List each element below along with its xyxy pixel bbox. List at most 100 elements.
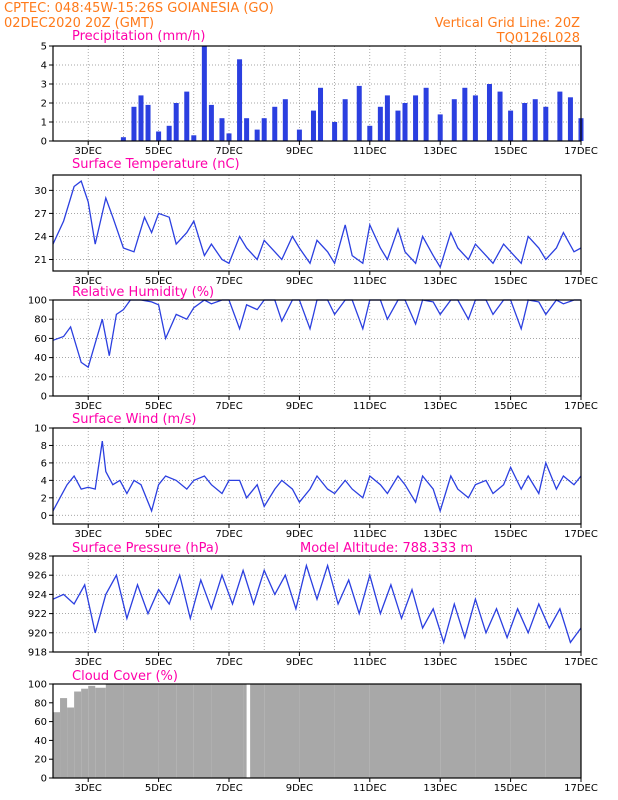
x-tick-label: 13DEC: [423, 276, 457, 287]
y-tick-label: 2: [41, 493, 47, 504]
x-tick-label: 15DEC: [494, 783, 528, 794]
header-location: CPTEC: 048:45W-15:26S GOIANESIA (GO): [4, 1, 274, 16]
x-tick-label: 9DEC: [286, 783, 313, 794]
precip-bar: [226, 133, 232, 141]
x-tick-label: 5DEC: [145, 401, 172, 412]
x-tick-label: 3DEC: [75, 783, 102, 794]
panel-title: Precipitation (mm/h): [72, 29, 205, 44]
x-tick-label: 11DEC: [353, 401, 387, 412]
y-tick-label: 922: [28, 609, 47, 620]
precip-bar: [156, 131, 162, 141]
precip-bar: [244, 118, 250, 141]
precip-bar: [318, 87, 324, 141]
precip-bar: [332, 122, 338, 141]
y-tick-label: 918: [28, 648, 47, 659]
precip-bar: [486, 84, 492, 141]
y-tick-label: 20: [34, 372, 47, 383]
precip-bar: [508, 110, 514, 141]
x-tick-label: 9DEC: [286, 146, 313, 157]
cloud-cover-bar: [243, 684, 247, 778]
precip-bar: [462, 87, 468, 141]
y-tick-label: 27: [34, 209, 47, 220]
x-tick-label: 17DEC: [564, 276, 598, 287]
precip-bar: [184, 91, 190, 141]
x-tick-label: 5DEC: [145, 657, 172, 668]
cloud-cover-bar: [264, 684, 300, 778]
cloud-cover-bar: [123, 684, 141, 778]
header-code: TQ0126L028: [496, 31, 580, 46]
x-tick-label: 15DEC: [494, 529, 528, 540]
panel-1: Surface Temperature (nC) 21 24 27 30 3DEC 5DEC…: [34, 157, 598, 287]
precip-bar: [282, 99, 288, 141]
y-tick-label: 40: [34, 353, 47, 364]
precip-bar: [413, 95, 419, 141]
x-tick-label: 15DEC: [494, 146, 528, 157]
x-tick-label: 11DEC: [353, 783, 387, 794]
y-tick-label: 0: [41, 137, 47, 148]
panel-frame: [52, 299, 582, 397]
cloud-cover-bar: [81, 688, 89, 778]
precip-bar: [201, 46, 207, 141]
cloud-cover-bar: [158, 684, 177, 778]
y-tick-label: 1: [41, 118, 47, 129]
cloud-cover-bar: [229, 684, 244, 778]
panel-frame: [52, 555, 582, 653]
x-tick-label: 17DEC: [564, 146, 598, 157]
precip-bar: [472, 95, 478, 141]
x-tick-label: 7DEC: [215, 529, 242, 540]
cloud-cover-bar: [510, 684, 546, 778]
precip-bar: [208, 104, 214, 141]
cloud-cover-bar: [250, 684, 265, 778]
cloud-cover-bar: [60, 698, 68, 778]
x-tick-label: 9DEC: [286, 401, 313, 412]
y-tick-label: 80: [34, 698, 47, 709]
x-tick-label: 5DEC: [145, 276, 172, 287]
panel-title: Cloud Cover (%): [72, 669, 178, 684]
x-tick-label: 3DEC: [75, 276, 102, 287]
cloud-cover-bar: [67, 707, 75, 778]
panel-frame: [52, 174, 582, 272]
cloud-cover-bar: [105, 684, 124, 778]
y-tick-label: 6: [41, 458, 47, 469]
precip-bar: [367, 125, 373, 141]
cloud-cover-bar: [74, 691, 82, 778]
x-tick-label: 9DEC: [286, 657, 313, 668]
x-tick-label: 15DEC: [494, 401, 528, 412]
x-tick-label: 5DEC: [145, 146, 172, 157]
panel-title: Relative Humidity (%): [72, 285, 214, 300]
y-tick-label: 928: [28, 552, 47, 563]
precip-bar: [402, 103, 408, 141]
y-tick-label: 24: [34, 232, 47, 243]
y-tick-label: 5: [41, 42, 47, 53]
x-tick-label: 15DEC: [494, 276, 528, 287]
precip-bar: [532, 99, 538, 141]
x-tick-label: 13DEC: [423, 401, 457, 412]
cloud-cover-bar: [141, 684, 159, 778]
precip-bar: [384, 95, 390, 141]
panel-title: Surface Pressure (hPa): [72, 541, 219, 556]
y-tick-label: 0: [41, 511, 47, 522]
panel-frame: [52, 427, 582, 525]
precip-bar: [145, 104, 151, 141]
x-tick-label: 13DEC: [423, 783, 457, 794]
x-tick-label: 9DEC: [286, 529, 313, 540]
precip-bar: [522, 103, 528, 141]
precip-bar: [261, 118, 267, 141]
precip-bar: [543, 106, 549, 141]
cloud-cover-bar: [176, 684, 194, 778]
cloud-cover-bar: [88, 685, 96, 778]
model-altitude: Model Altitude: 788.333 m: [300, 541, 473, 556]
series-line: [52, 441, 582, 514]
precip-bar: [296, 129, 302, 141]
precip-bar: [567, 97, 573, 141]
cloud-cover-bar: [369, 684, 405, 778]
panel-5: Cloud Cover (%) 0 20 40 60 80 100 3DEC 5DEC 7DEC 9…: [28, 669, 598, 794]
y-tick-label: 100: [28, 296, 47, 307]
x-tick-label: 7DEC: [215, 276, 242, 287]
y-tick-label: 0: [41, 392, 47, 403]
y-tick-label: 80: [34, 315, 47, 326]
y-tick-label: 60: [34, 334, 47, 345]
x-tick-label: 3DEC: [75, 529, 102, 540]
series-line: [52, 180, 582, 269]
